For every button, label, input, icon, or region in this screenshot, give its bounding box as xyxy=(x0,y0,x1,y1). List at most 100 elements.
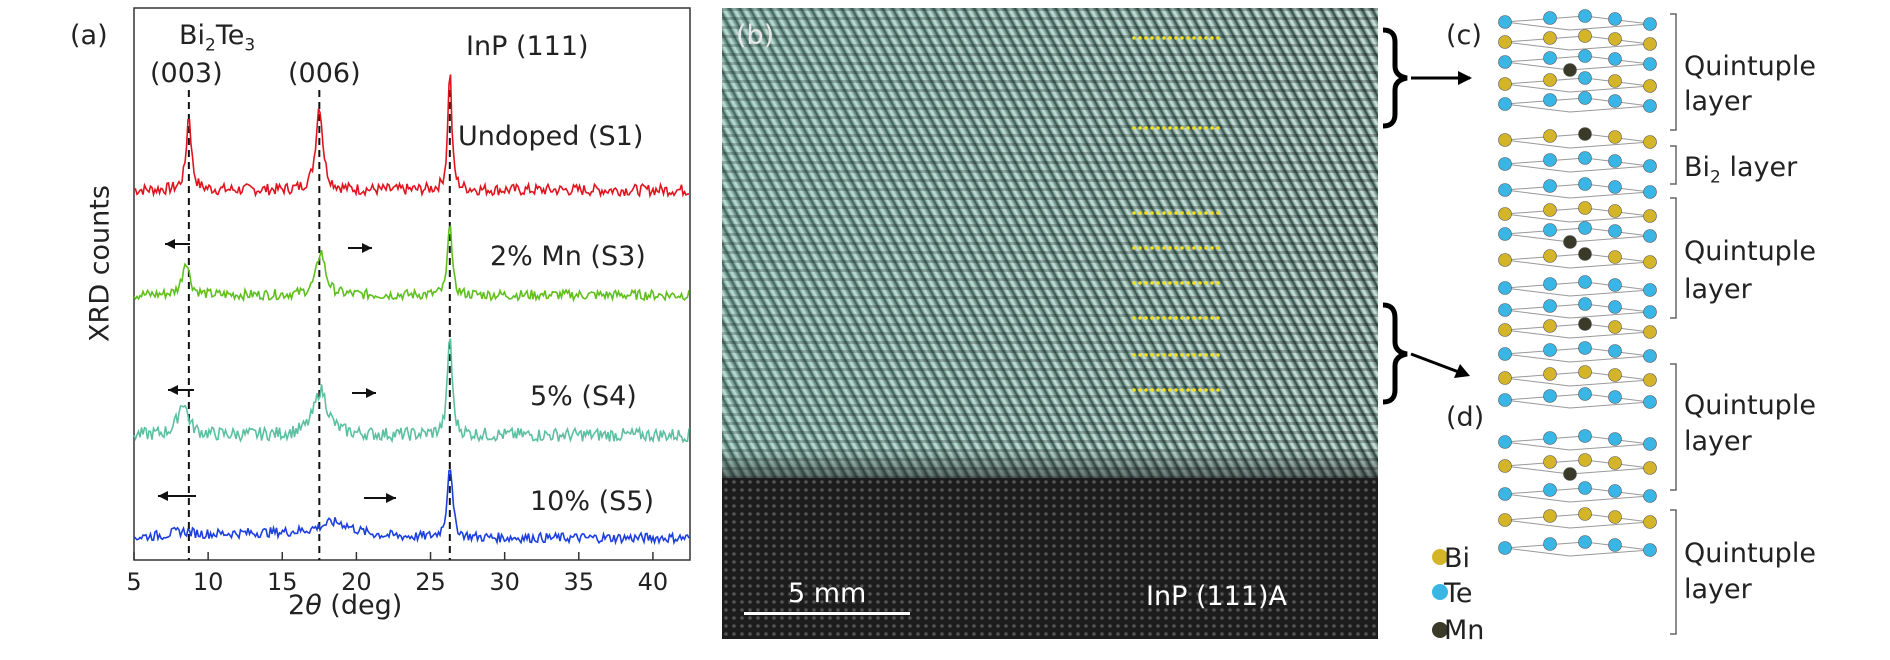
panel-d-label: (d) xyxy=(1446,402,1485,433)
dot xyxy=(1144,316,1148,320)
atom xyxy=(1578,341,1592,355)
bracket-bi2 xyxy=(1670,145,1677,185)
dot xyxy=(1138,388,1142,392)
dot xyxy=(1198,281,1202,285)
atom xyxy=(1498,207,1512,221)
substrate-label: InP (111)A xyxy=(1146,581,1288,612)
atom xyxy=(1608,368,1622,382)
layer-plane xyxy=(1504,207,1651,223)
x-axis-label: 2θ (deg) xyxy=(288,590,403,621)
atom xyxy=(1608,130,1622,144)
atom xyxy=(1498,183,1512,197)
dot xyxy=(1204,36,1208,40)
dot xyxy=(1168,316,1172,320)
atom xyxy=(1543,51,1557,65)
dot xyxy=(1204,353,1208,357)
dot xyxy=(1216,36,1220,40)
ql-c-mid-1: Quintuple xyxy=(1684,236,1816,267)
dot xyxy=(1174,36,1178,40)
layer-plane xyxy=(1504,55,1651,71)
atom xyxy=(1643,395,1657,409)
dot xyxy=(1144,211,1148,215)
dot xyxy=(1180,211,1184,215)
atom xyxy=(1608,432,1622,446)
dot xyxy=(1150,126,1154,130)
dot xyxy=(1210,353,1214,357)
brace-arrows xyxy=(1382,27,1472,405)
xrd-series-line xyxy=(133,469,690,546)
atom xyxy=(1608,390,1622,404)
atom xyxy=(1498,347,1512,361)
atom xyxy=(1643,305,1657,319)
dot xyxy=(1192,36,1196,40)
dot xyxy=(1150,211,1154,215)
dot xyxy=(1156,281,1160,285)
dot xyxy=(1144,126,1148,130)
atom xyxy=(1643,325,1657,339)
dot xyxy=(1162,316,1166,320)
atom xyxy=(1643,229,1657,243)
atom xyxy=(1643,209,1657,223)
atom xyxy=(1578,49,1592,63)
atom xyxy=(1643,185,1657,199)
layer-plane xyxy=(1504,157,1651,173)
atom xyxy=(1643,489,1657,503)
atom xyxy=(1578,91,1592,105)
layer-plane xyxy=(1504,281,1651,297)
film-tint xyxy=(722,8,1378,488)
atom xyxy=(1578,365,1592,379)
dot xyxy=(1192,316,1196,320)
dot xyxy=(1210,246,1214,250)
bracket-ql-d-upper xyxy=(1670,363,1677,491)
layer-plane xyxy=(1504,513,1651,529)
dot xyxy=(1168,36,1172,40)
bracket-ql-c-lower xyxy=(1670,197,1677,319)
dot xyxy=(1138,126,1142,130)
dot xyxy=(1216,281,1220,285)
dot xyxy=(1132,246,1136,250)
dot xyxy=(1192,246,1196,250)
atom xyxy=(1608,344,1622,358)
dot xyxy=(1150,388,1154,392)
dot xyxy=(1162,36,1166,40)
dot xyxy=(1186,388,1190,392)
atom xyxy=(1643,515,1657,529)
atom xyxy=(1578,317,1592,331)
dot xyxy=(1186,36,1190,40)
dot xyxy=(1198,388,1202,392)
dot xyxy=(1210,316,1214,320)
atom xyxy=(1578,127,1592,141)
dot xyxy=(1156,211,1160,215)
x-tick-label: 20 xyxy=(341,568,372,596)
atom xyxy=(1608,204,1622,218)
atom xyxy=(1608,180,1622,194)
lower-arrow-shaft xyxy=(1410,352,1465,376)
shift-arrow-head xyxy=(158,491,168,501)
xrd-chart: 5 10 15 20 25 30 35 40 Undoped (S1) 2% Mn (S3) 5%… xyxy=(126,7,691,596)
dot xyxy=(1162,126,1166,130)
lower-brace xyxy=(1382,302,1408,405)
atom xyxy=(1543,483,1557,497)
dot xyxy=(1156,316,1160,320)
atom xyxy=(1643,349,1657,363)
atom xyxy=(1608,300,1622,314)
plot-frame xyxy=(133,7,691,561)
atom xyxy=(1543,537,1557,551)
dot xyxy=(1216,246,1220,250)
dot xyxy=(1186,281,1190,285)
x-tick-label: 15 xyxy=(267,568,298,596)
atom xyxy=(1498,303,1512,317)
atom xyxy=(1543,389,1557,403)
tem-micrograph: (b) 5 mm InP (111)A xyxy=(722,8,1378,639)
series-label: 2% Mn (S3) xyxy=(490,241,646,272)
lower-arrow-head xyxy=(1454,364,1470,378)
atom xyxy=(1498,323,1512,337)
peak-006-label: (006) xyxy=(288,58,361,89)
dot xyxy=(1150,281,1154,285)
xrd-series-line xyxy=(133,74,689,199)
legend-bi-label: Bi xyxy=(1444,543,1471,574)
dot xyxy=(1216,316,1220,320)
dot xyxy=(1198,316,1202,320)
dot xyxy=(1204,211,1208,215)
atom xyxy=(1608,94,1622,108)
